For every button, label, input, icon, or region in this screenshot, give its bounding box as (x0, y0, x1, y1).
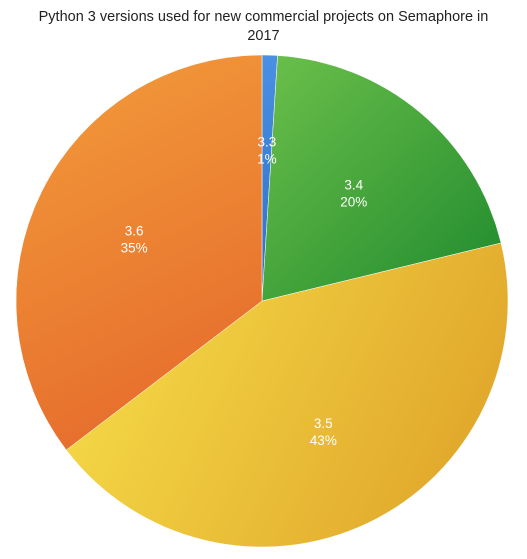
slice-label-3-4: 3.4 (344, 178, 363, 193)
slice-label-3-6: 3.6 (125, 224, 144, 239)
slice-value-3-3: 1% (257, 152, 277, 167)
slice-label-3-3: 3.3 (257, 135, 276, 150)
slice-value-3-6: 35% (121, 241, 148, 256)
pie-slices (15, 54, 509, 548)
chart-title-line-1: Python 3 versions used for new commercia… (38, 9, 489, 25)
pie-slice-3-4 (261, 55, 502, 302)
chart-title-line-2: 2017 (247, 28, 280, 44)
pie-slice-3-6 (15, 54, 263, 451)
slice-value-3-4: 20% (340, 195, 367, 210)
slice-label-3-5: 3.5 (314, 416, 333, 431)
pie-slice-3-5 (65, 242, 509, 548)
slice-value-3-5: 43% (310, 433, 337, 448)
chart-title: Python 3 versions used for new commercia… (0, 8, 527, 46)
pie-labels: 3.3 1% 3.4 20% 3.5 43% 3.6 35% (121, 135, 368, 448)
